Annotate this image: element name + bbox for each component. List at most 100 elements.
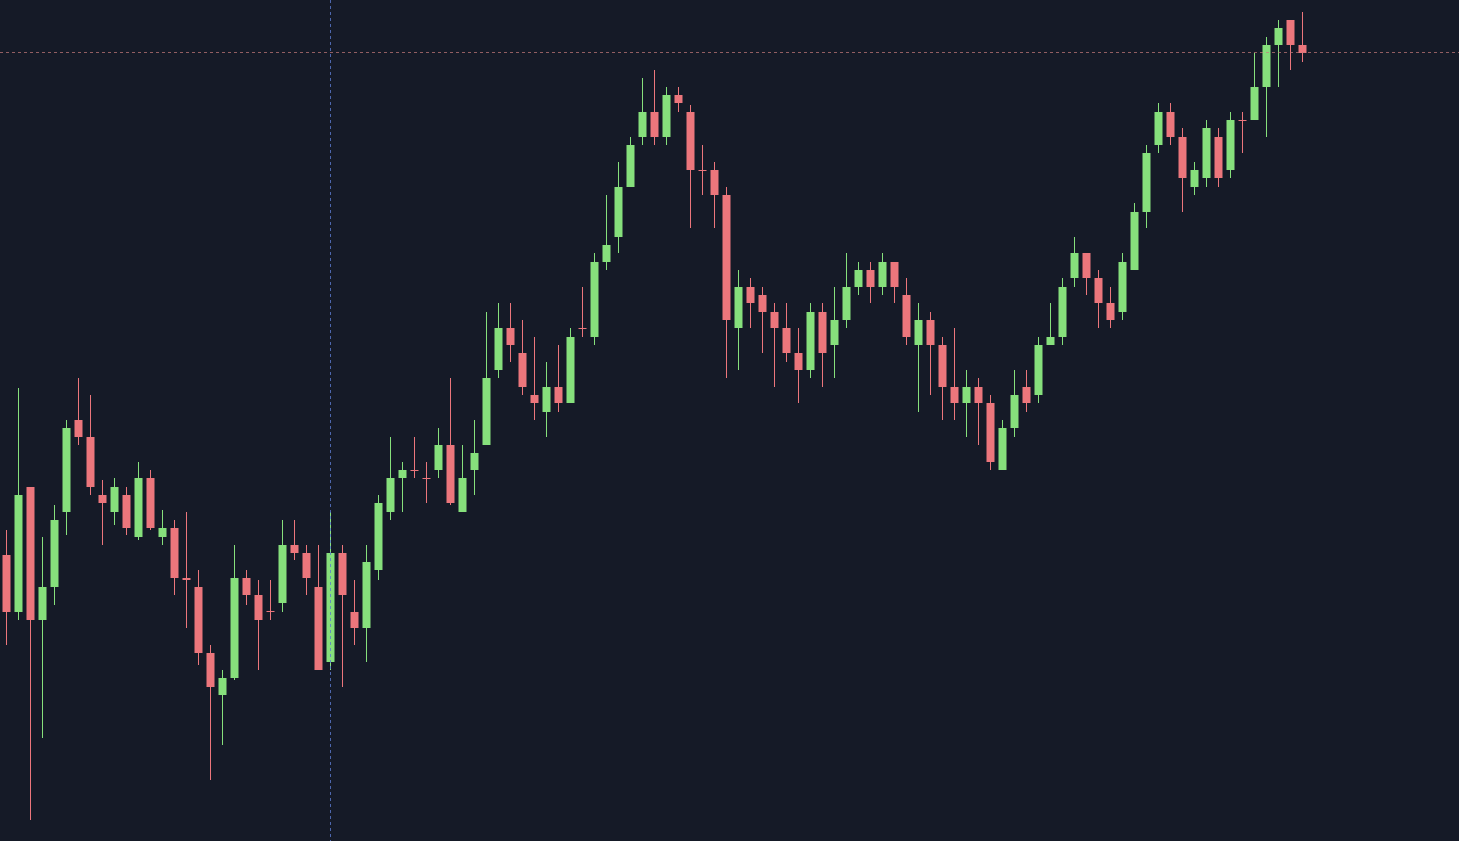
candle-body <box>854 270 863 287</box>
candle-body <box>1250 87 1259 120</box>
candle-body <box>1046 337 1055 345</box>
candle-body <box>242 578 251 595</box>
candle-body <box>1154 112 1163 145</box>
candle-body <box>470 453 479 470</box>
candle-body <box>818 312 827 353</box>
candle-body <box>1106 303 1115 320</box>
candle-body <box>50 520 59 587</box>
candle-body <box>1142 153 1151 212</box>
candle-body <box>890 262 899 287</box>
candle-body <box>770 312 779 328</box>
candle-body <box>698 170 707 171</box>
candle-body <box>374 503 383 570</box>
candle-body <box>458 478 467 512</box>
candle-body <box>1034 345 1043 395</box>
candle-body <box>134 478 143 537</box>
candle-body <box>254 595 263 620</box>
candle-body <box>74 420 83 437</box>
candle-body <box>842 287 851 320</box>
candle-body <box>146 478 155 528</box>
candle-body <box>626 145 635 187</box>
candle-body <box>158 528 167 537</box>
candle-body <box>14 495 23 612</box>
candle-body <box>182 578 191 580</box>
candle-body <box>1190 170 1199 187</box>
candle-body <box>566 337 575 403</box>
candle-body <box>98 495 107 503</box>
candle-body <box>542 387 551 412</box>
candle-body <box>794 353 803 370</box>
candle-body <box>686 112 695 170</box>
candle-body <box>218 678 227 695</box>
candle-body <box>614 187 623 237</box>
candle-body <box>1226 120 1235 170</box>
candle-body <box>1022 387 1031 403</box>
candle-body <box>194 587 203 653</box>
candle-body <box>758 295 767 312</box>
candle-body <box>86 437 95 487</box>
candle-body <box>938 345 947 387</box>
candle-body <box>986 403 995 462</box>
candle-body <box>1262 45 1271 87</box>
candle-body <box>1202 128 1211 178</box>
candle-body <box>482 378 491 445</box>
candle-body <box>746 287 755 303</box>
candle-body <box>998 428 1007 470</box>
candle-body <box>638 112 647 137</box>
candle-body <box>506 328 515 345</box>
candle-body <box>662 95 671 137</box>
candle-body <box>494 328 503 370</box>
candle-body <box>974 387 983 403</box>
candle-body <box>338 553 347 595</box>
candle-body <box>674 95 683 103</box>
candle-body <box>1274 28 1283 45</box>
candle-body <box>1130 212 1139 270</box>
candles <box>2 12 1307 820</box>
candle-body <box>590 262 599 337</box>
candle-body <box>422 478 431 479</box>
candle-body <box>914 320 923 345</box>
candle-body <box>362 562 371 628</box>
candle-body <box>230 578 239 678</box>
candle-body <box>398 470 407 478</box>
candle-body <box>62 428 71 512</box>
candle-body <box>806 312 815 370</box>
candle-body <box>290 545 299 553</box>
candle-body <box>1010 395 1019 428</box>
candle-body <box>650 112 659 137</box>
candle-body <box>578 328 587 329</box>
candle-body <box>446 445 455 503</box>
candle-body <box>530 395 539 403</box>
candle-body <box>1166 112 1175 137</box>
candle-body <box>902 295 911 337</box>
candle-body <box>722 195 731 320</box>
candle-body <box>710 170 719 195</box>
candle-body <box>26 487 35 620</box>
candle-body <box>1298 45 1307 53</box>
candle-body <box>926 320 935 345</box>
candle-body <box>1214 137 1223 178</box>
candle-body <box>170 528 179 578</box>
candle-body <box>266 611 275 612</box>
candle-body <box>830 320 839 345</box>
candle-body <box>878 262 887 287</box>
candle-body <box>782 328 791 353</box>
candle-body <box>1094 278 1103 303</box>
candle-body <box>278 545 287 603</box>
candle-body <box>206 653 215 687</box>
candle-body <box>866 270 875 287</box>
candle-body <box>1118 262 1127 312</box>
candle-body <box>386 478 395 512</box>
candle-body <box>110 487 119 512</box>
candle-body <box>962 387 971 403</box>
candle-body <box>1082 253 1091 278</box>
candle-body <box>38 587 47 620</box>
candle-body <box>1070 253 1079 278</box>
candle-body <box>314 587 323 670</box>
candle-body <box>518 353 527 387</box>
candle-body <box>734 287 743 328</box>
candle-body <box>1286 20 1295 45</box>
